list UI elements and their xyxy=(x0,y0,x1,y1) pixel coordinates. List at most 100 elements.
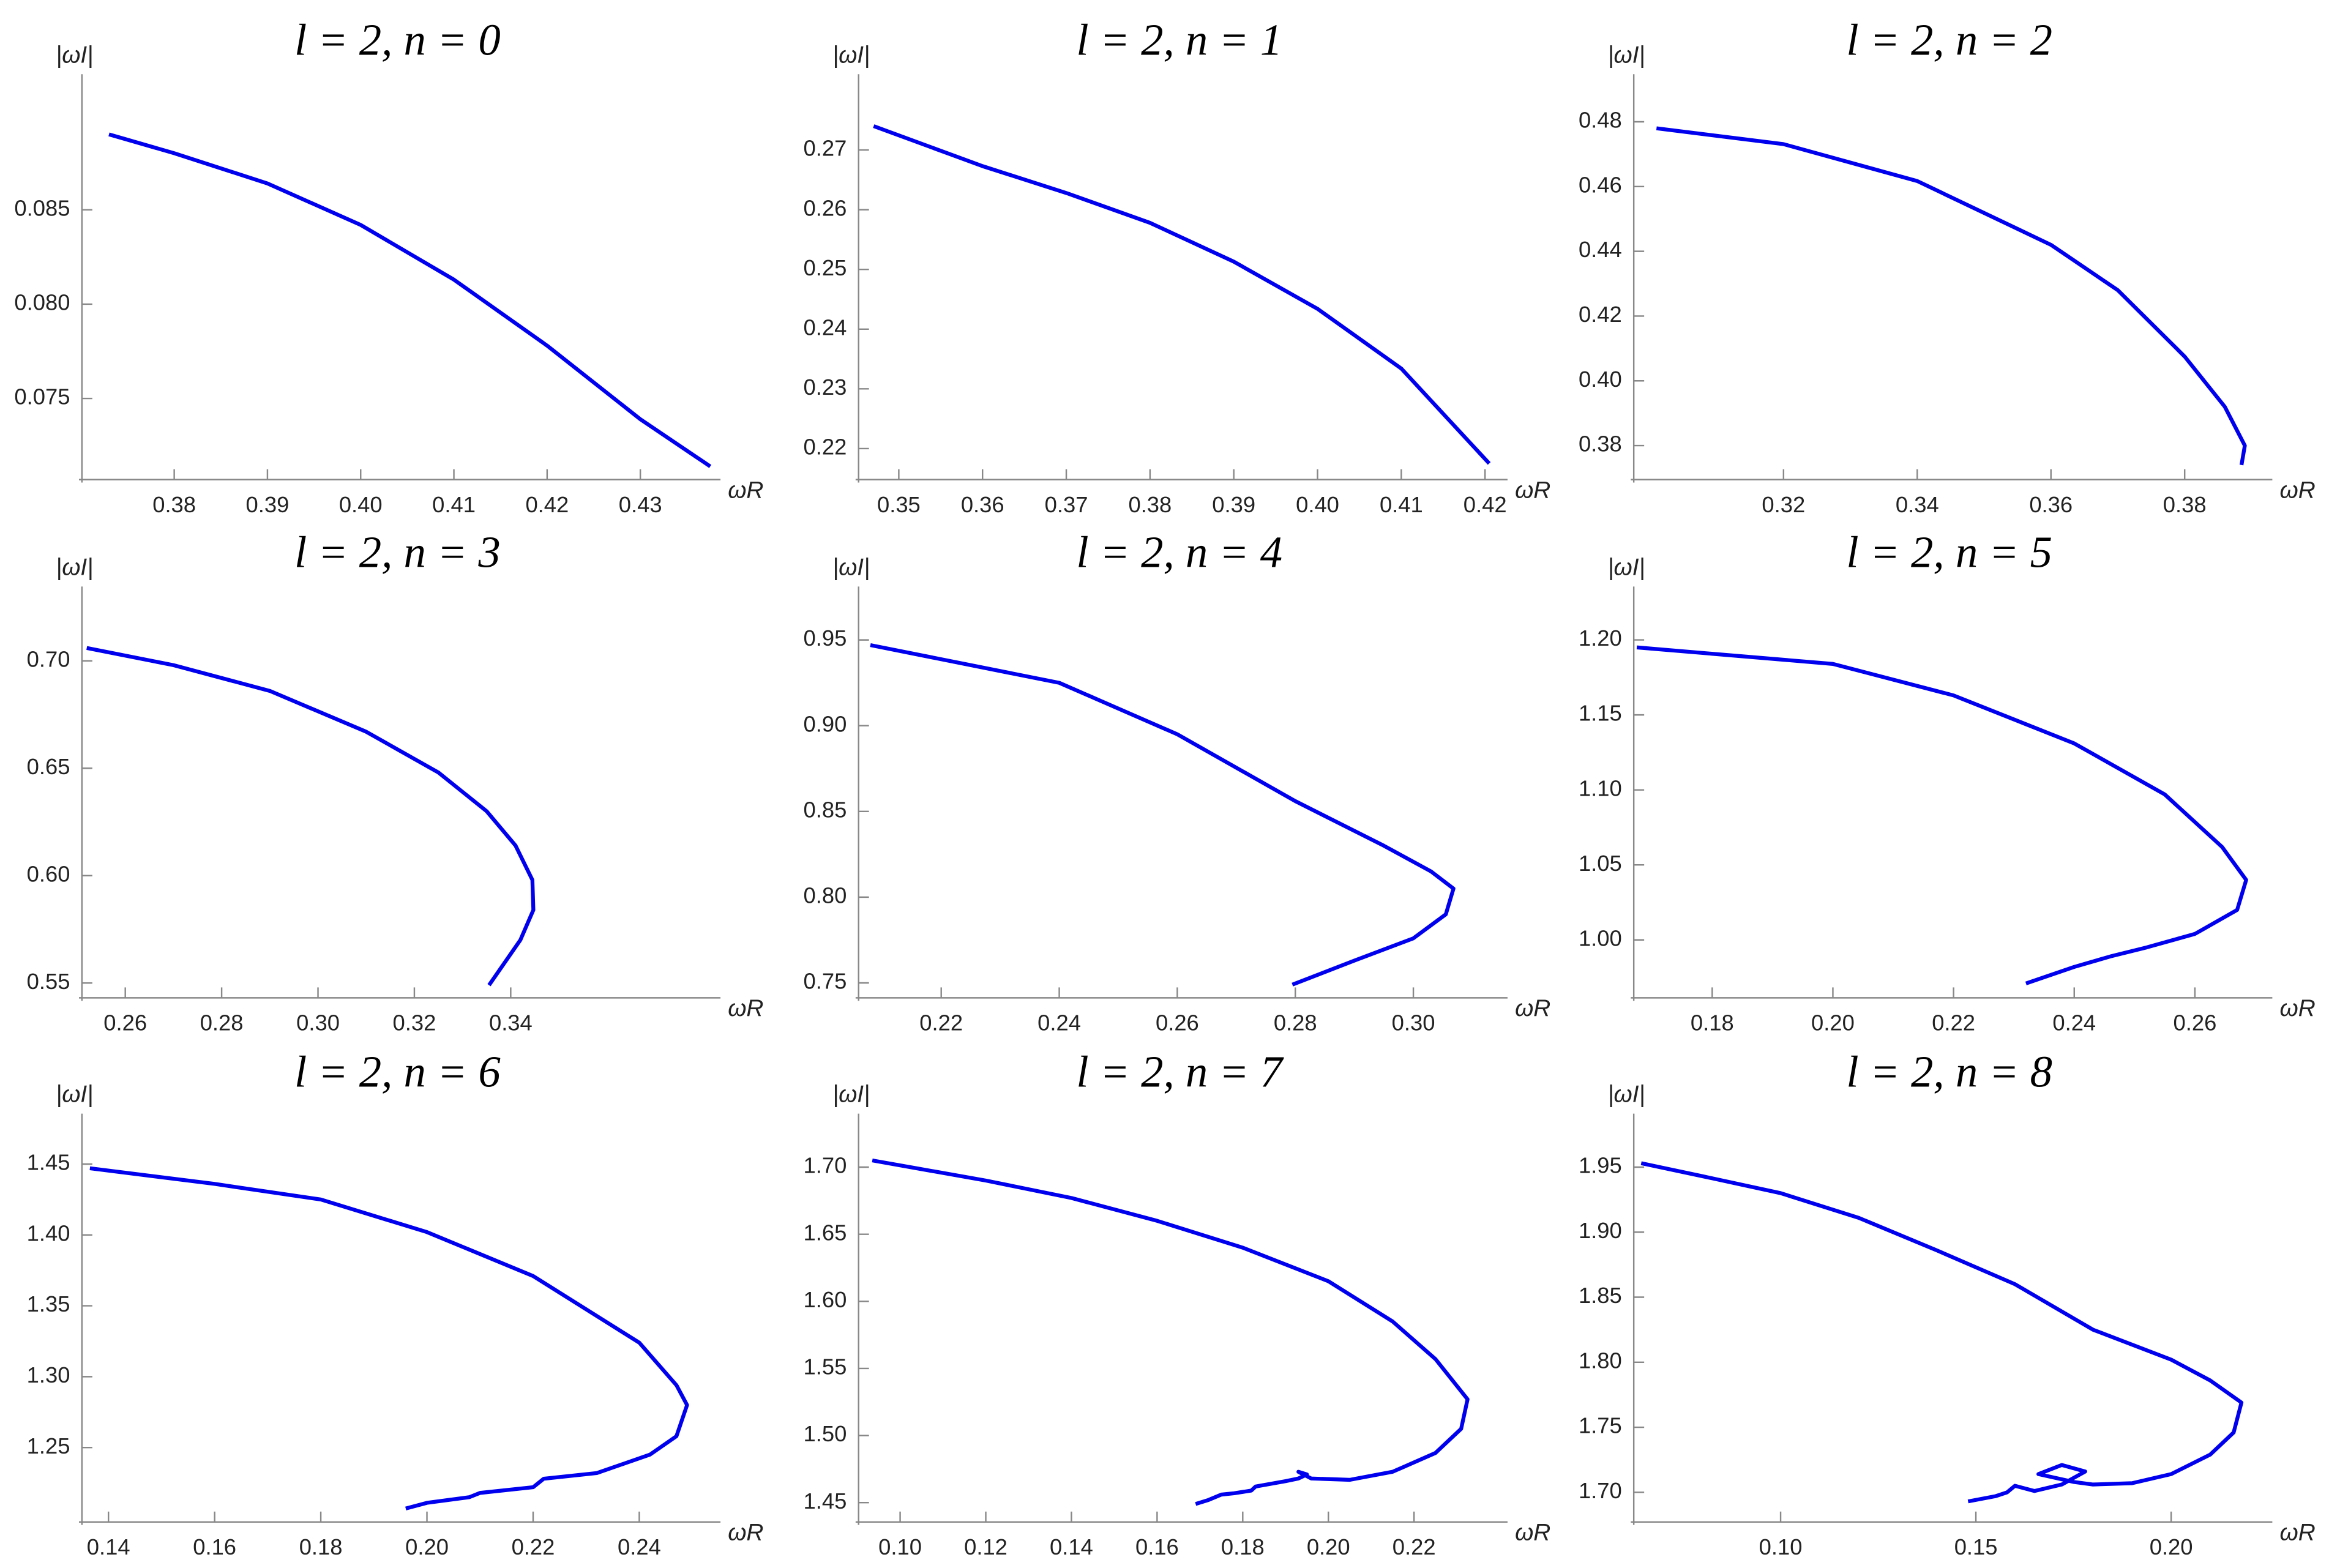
x-tick-label: 0.34 xyxy=(1896,492,1939,517)
x-tick-label: 0.20 xyxy=(1811,1010,1855,1036)
panel: l = 2, n = 8 |ωI| ωR 0.10 0.15 0.20 1.70 1.75 1.… xyxy=(1579,1047,2316,1559)
x-axis-label: ωR xyxy=(728,477,763,503)
y-tick-label: 1.55 xyxy=(804,1354,847,1379)
y-axis-label: |ωI| xyxy=(56,554,93,580)
chart-title: l = 2, n = 0 xyxy=(294,15,501,64)
x-tick-label: 0.22 xyxy=(1932,1010,1975,1036)
chart-title: l = 2, n = 8 xyxy=(1846,1047,2052,1097)
curve xyxy=(1636,645,2248,985)
x-tick-label: 0.26 xyxy=(2174,1010,2217,1036)
panel: l = 2, n = 2 |ωI| ωR 0.32 0.34 0.36 0.38 0.38 0.… xyxy=(1579,15,2316,517)
y-tick-label: 0.23 xyxy=(804,375,847,400)
y-tick-label: 1.60 xyxy=(804,1287,847,1312)
y-tick-label: 0.65 xyxy=(27,754,70,779)
x-tick-label: 0.10 xyxy=(1759,1534,1803,1559)
x-tick-label: 0.36 xyxy=(2029,492,2073,517)
x-tick-label: 0.40 xyxy=(1296,492,1339,517)
x-tick-label: 0.39 xyxy=(1212,492,1255,517)
y-tick-label: 1.65 xyxy=(804,1220,847,1245)
x-tick-label: 0.20 xyxy=(2150,1534,2193,1559)
x-axis-label: ωR xyxy=(2280,995,2316,1021)
x-tick-label: 0.38 xyxy=(152,492,196,517)
y-tick-label: 1.70 xyxy=(1579,1478,1622,1503)
x-tick-label: 0.12 xyxy=(964,1534,1007,1559)
y-tick-label: 0.80 xyxy=(804,883,847,908)
x-tick-label: 0.20 xyxy=(1307,1534,1350,1559)
y-axis-label: |ωI| xyxy=(56,1081,93,1108)
y-tick-label: 0.95 xyxy=(804,625,847,651)
y-tick-label: 0.085 xyxy=(14,195,70,220)
y-tick-label: 0.24 xyxy=(804,315,847,340)
y-tick-label: 1.70 xyxy=(804,1153,847,1178)
x-tick-label: 0.14 xyxy=(1050,1534,1093,1559)
panel: l = 2, n = 6 |ωI| ωR 0.14 0.16 0.18 0.20 0.22 0.… xyxy=(27,1047,764,1559)
x-tick-label: 0.42 xyxy=(525,492,569,517)
x-tick-label: 0.22 xyxy=(919,1010,963,1036)
x-tick-label: 0.43 xyxy=(619,492,662,517)
x-tick-label: 0.24 xyxy=(618,1534,661,1559)
x-tick-label: 0.42 xyxy=(1464,492,1507,517)
curve xyxy=(86,646,536,987)
y-tick-label: 0.27 xyxy=(804,136,847,161)
y-axis-label: |ωI| xyxy=(832,42,870,68)
y-tick-label: 1.95 xyxy=(1579,1153,1622,1178)
chart-title: l = 2, n = 2 xyxy=(1846,15,2052,64)
x-tick-label: 0.39 xyxy=(246,492,290,517)
x-tick-label: 0.18 xyxy=(299,1534,343,1559)
y-tick-label: 1.45 xyxy=(804,1488,847,1514)
y-tick-label: 0.44 xyxy=(1579,237,1622,262)
x-axis-label: ωR xyxy=(728,995,763,1021)
y-tick-label: 1.75 xyxy=(1579,1413,1622,1438)
y-tick-label: 1.40 xyxy=(27,1220,70,1245)
curve xyxy=(1640,1161,2244,1504)
x-axis-label: ωR xyxy=(2280,1519,2316,1545)
x-tick-label: 0.41 xyxy=(1380,492,1423,517)
chart-title: l = 2, n = 5 xyxy=(1846,528,2052,577)
y-tick-label: 0.25 xyxy=(804,255,847,280)
y-tick-label: 0.85 xyxy=(804,797,847,822)
panel: l = 2, n = 3 |ωI| ωR 0.26 0.28 0.30 0.32 0.34 0.… xyxy=(27,528,764,1036)
x-tick-label: 0.30 xyxy=(1392,1010,1435,1036)
y-axis-label: |ωI| xyxy=(832,1081,870,1108)
y-tick-label: 0.26 xyxy=(804,195,847,220)
x-tick-label: 0.32 xyxy=(393,1010,436,1036)
x-tick-label: 0.16 xyxy=(193,1534,236,1559)
y-tick-label: 1.50 xyxy=(804,1421,847,1446)
chart-title: l = 2, n = 3 xyxy=(294,528,501,577)
y-tick-label: 0.22 xyxy=(804,435,847,460)
x-tick-label: 0.14 xyxy=(87,1534,130,1559)
y-tick-label: 1.10 xyxy=(1579,775,1622,801)
x-tick-label: 0.38 xyxy=(2163,492,2207,517)
y-tick-label: 0.075 xyxy=(14,384,70,409)
x-tick-label: 0.22 xyxy=(1393,1534,1436,1559)
x-tick-label: 0.28 xyxy=(1274,1010,1317,1036)
x-tick-label: 0.15 xyxy=(1954,1534,1998,1559)
panel: l = 2, n = 4 |ωI| ωR 0.22 0.24 0.26 0.28 0.30 0.… xyxy=(804,528,1551,1036)
x-tick-label: 0.37 xyxy=(1045,492,1088,517)
y-tick-label: 1.05 xyxy=(1579,851,1622,876)
y-tick-label: 0.55 xyxy=(27,969,70,994)
x-tick-label: 0.26 xyxy=(103,1010,147,1036)
curve xyxy=(89,1166,689,1510)
x-tick-label: 0.18 xyxy=(1221,1534,1265,1559)
x-tick-label: 0.32 xyxy=(1762,492,1805,517)
x-axis-label: ωR xyxy=(1515,1519,1550,1545)
chart-title: l = 2, n = 4 xyxy=(1076,528,1282,577)
y-axis-label: |ωI| xyxy=(1607,1081,1645,1108)
panel: l = 2, n = 1 |ωI| ωR 0.35 0.36 0.37 0.38 0.39 0.… xyxy=(804,15,1551,517)
y-tick-label: 1.25 xyxy=(27,1433,70,1458)
curve xyxy=(873,124,1491,465)
y-tick-label: 0.080 xyxy=(14,290,70,315)
x-tick-label: 0.38 xyxy=(1128,492,1172,517)
x-tick-label: 0.16 xyxy=(1135,1534,1179,1559)
y-tick-label: 0.38 xyxy=(1579,431,1622,457)
x-tick-label: 0.22 xyxy=(512,1534,555,1559)
chart-title: l = 2, n = 1 xyxy=(1076,15,1282,64)
y-axis-label: |ωI| xyxy=(832,554,870,580)
curve xyxy=(870,643,1456,987)
y-tick-label: 1.20 xyxy=(1579,625,1622,651)
x-tick-label: 0.36 xyxy=(961,492,1004,517)
y-tick-label: 0.60 xyxy=(27,861,70,886)
y-tick-label: 0.48 xyxy=(1579,108,1622,133)
